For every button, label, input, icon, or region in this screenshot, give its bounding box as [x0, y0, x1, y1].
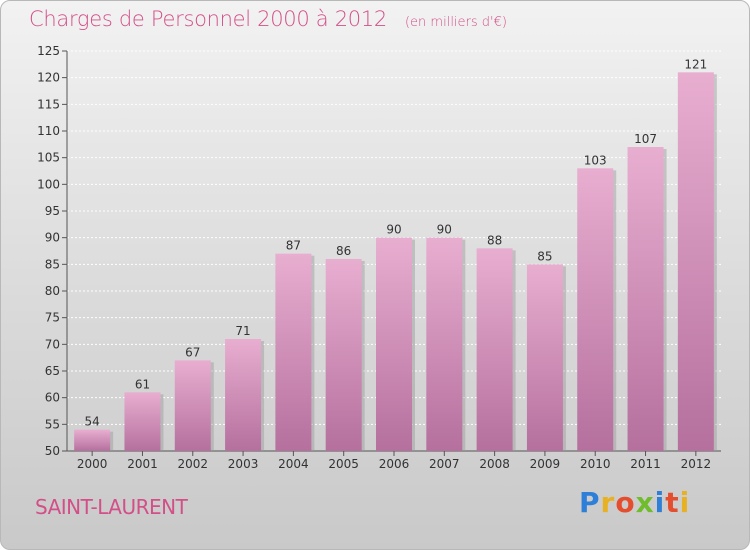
x-tick-label: 2005 [328, 457, 359, 471]
y-tick-label: 115 [37, 97, 60, 111]
y-tick-label: 80 [45, 284, 60, 298]
y-tick-label: 110 [37, 124, 60, 138]
bar [577, 168, 614, 452]
data-label: 88 [487, 233, 502, 247]
bar [225, 339, 262, 451]
logo-letter: r [600, 486, 616, 519]
y-tick-label: 95 [45, 204, 60, 218]
logo-letter: i [679, 486, 691, 519]
data-label: 85 [537, 249, 552, 263]
data-label: 103 [584, 153, 607, 167]
chart-title: Charges de Personnel 2000 à 2012 (en mill… [29, 7, 507, 31]
x-tick-label: 2001 [127, 457, 158, 471]
logo-letter: t [665, 486, 680, 519]
data-label: 87 [286, 239, 301, 253]
labels: 50 55 60 65 70 75 80 85 90 95 100 105 110 115 120 125 20… [37, 44, 711, 471]
bar [677, 72, 714, 451]
logo-letter: P [579, 486, 601, 519]
bar [275, 253, 312, 451]
data-label: 61 [135, 377, 150, 391]
x-tick-label: 2008 [479, 457, 510, 471]
x-tick-label: 2011 [630, 457, 661, 471]
bar [325, 259, 362, 451]
bar [426, 237, 463, 451]
y-tick-label: 90 [45, 231, 60, 245]
proxiti-logo[interactable]: Proxiti [579, 486, 690, 519]
y-tick-label: 60 [45, 391, 60, 405]
x-tick-label: 2000 [77, 457, 108, 471]
y-tick-label: 100 [37, 177, 60, 191]
data-label: 90 [437, 223, 452, 237]
x-tick-label: 2006 [379, 457, 410, 471]
bar [174, 360, 211, 451]
y-tick-label: 120 [37, 71, 60, 85]
logo-letter: o [615, 486, 636, 519]
bar [526, 264, 563, 451]
y-tick-label: 65 [45, 364, 60, 378]
data-label: 86 [336, 244, 351, 258]
y-tick-label: 105 [37, 151, 60, 165]
data-label: 71 [235, 324, 250, 338]
chart-title-text: Charges de Personnel 2000 à 2012 [29, 7, 387, 31]
data-label: 67 [185, 345, 200, 359]
x-tick-label: 2012 [681, 457, 712, 471]
y-tick-label: 75 [45, 311, 60, 325]
bar [627, 147, 664, 451]
y-tick-label: 70 [45, 337, 60, 351]
bar [376, 237, 412, 451]
logo-letter: i [654, 486, 666, 519]
y-tick-label: 85 [45, 257, 60, 271]
bar [74, 429, 111, 451]
chart-subtitle: (en milliers d'€) [404, 15, 507, 30]
y-tick-label: 125 [37, 44, 60, 58]
bar [476, 248, 513, 451]
x-tick-label: 2009 [530, 457, 561, 471]
logo-letter: x [635, 486, 655, 519]
city-name: SAINT-LAURENT [35, 495, 188, 519]
y-tick-label: 50 [45, 444, 60, 458]
data-label: 54 [85, 415, 100, 429]
bar [124, 392, 161, 451]
x-tick-label: 2004 [278, 457, 309, 471]
x-tick-label: 2010 [580, 457, 611, 471]
y-tick-label: 55 [45, 417, 60, 431]
data-label: 90 [386, 223, 401, 237]
data-label: 107 [634, 132, 657, 146]
data-label: 121 [684, 57, 707, 71]
x-tick-label: 2003 [228, 457, 259, 471]
x-tick-label: 2002 [177, 457, 208, 471]
x-tick-label: 2007 [429, 457, 460, 471]
bars [74, 72, 717, 452]
